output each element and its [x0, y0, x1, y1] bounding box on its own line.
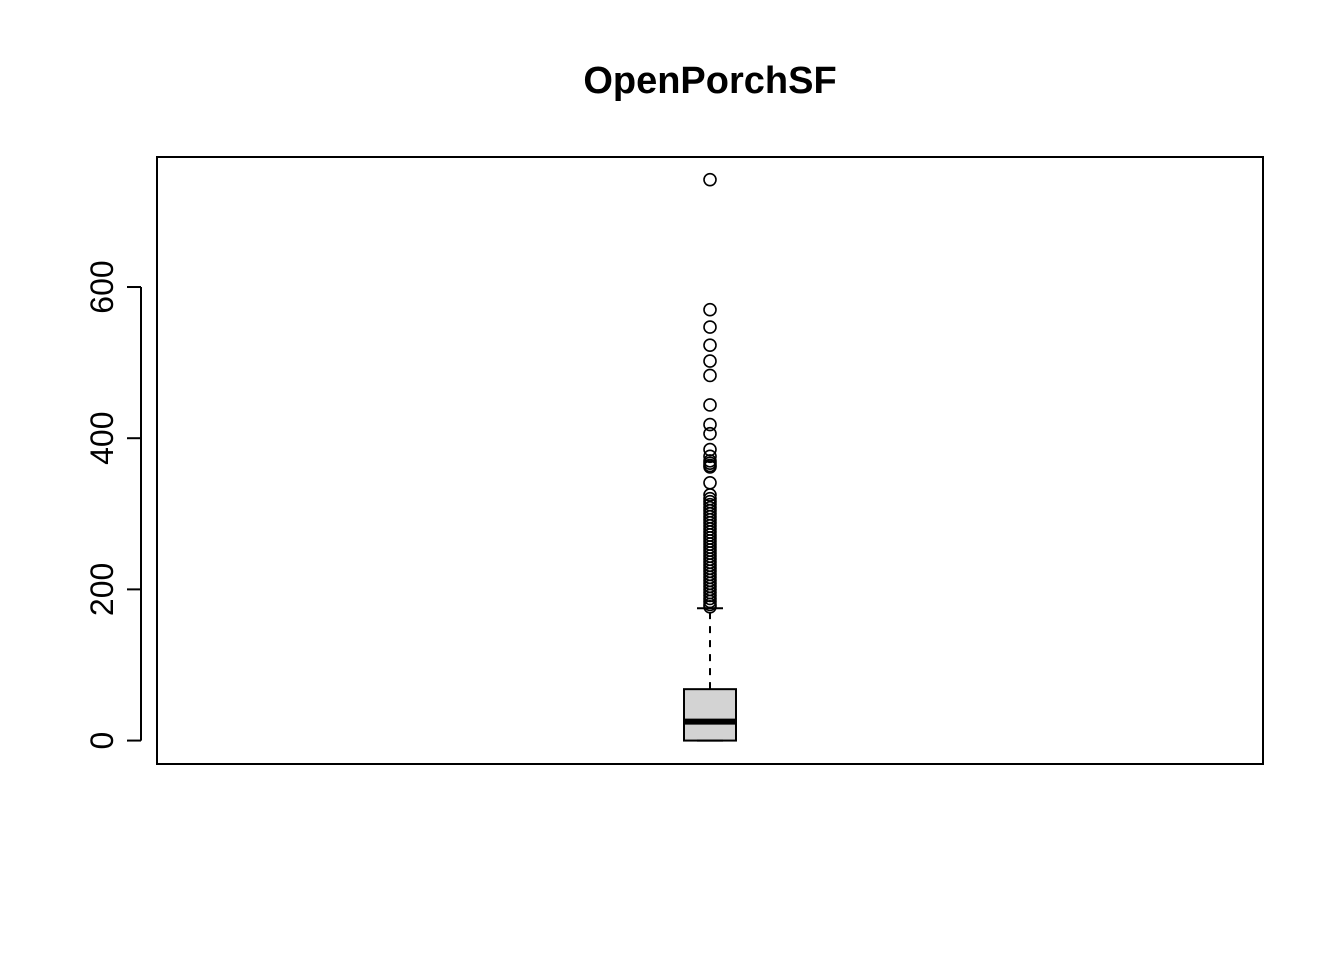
y-tick-label: 200 — [84, 563, 120, 616]
plot-frame — [156, 156, 1264, 765]
outlier-point — [703, 460, 717, 474]
iqr-box — [683, 688, 737, 742]
outlier-point — [703, 426, 717, 441]
outlier-point — [703, 302, 717, 317]
outlier-point — [703, 338, 717, 353]
y-tick-label: 600 — [84, 260, 120, 313]
y-tick-label: 0 — [84, 732, 120, 750]
outlier-point — [703, 417, 717, 432]
outlier-point — [703, 398, 717, 412]
chart-title: OpenPorchSF — [583, 60, 836, 102]
outlier-group — [703, 172, 717, 614]
outlier-point — [703, 172, 717, 187]
y-axis: 0 200 400 600 — [84, 260, 142, 750]
outlier-point — [703, 320, 717, 334]
outlier-point — [703, 488, 717, 502]
outlier-point — [703, 442, 717, 457]
outlier-point — [703, 449, 717, 464]
outlier-point — [703, 599, 717, 614]
box-group — [683, 607, 737, 742]
outlier-point — [703, 354, 717, 368]
outlier-point — [703, 368, 717, 383]
outlier-point — [703, 475, 717, 490]
y-tick-label: 400 — [84, 412, 120, 465]
